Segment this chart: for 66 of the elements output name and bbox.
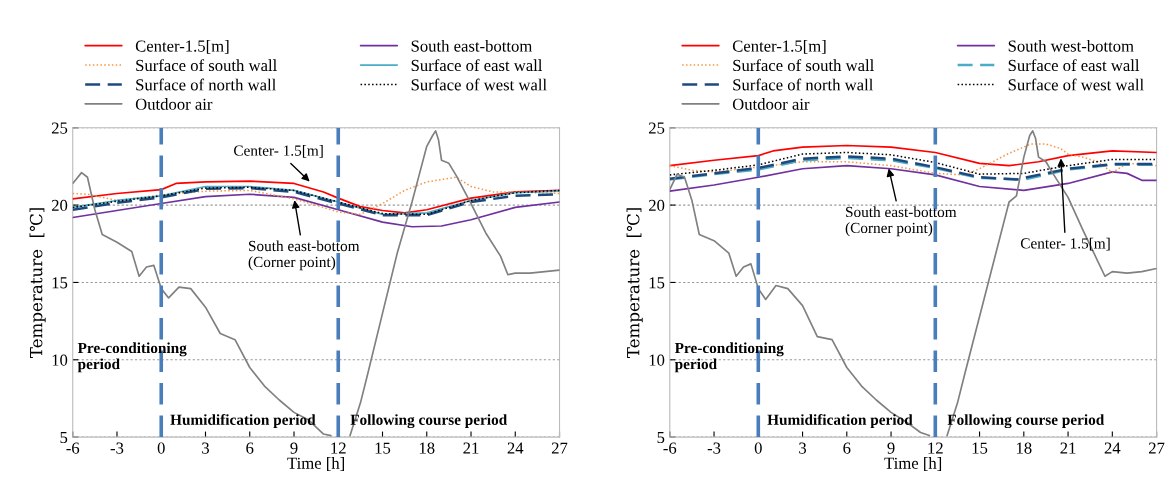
- line-series: [669, 143, 1157, 176]
- x-tick-label: 18: [1016, 442, 1032, 454]
- y-tick-label: 15: [649, 277, 665, 289]
- legend-label: Surface of south wall: [733, 59, 874, 72]
- annotation: Pre-conditioning period: [674, 342, 784, 373]
- legend-label: Surface of west wall: [1008, 78, 1144, 91]
- x-tick-label: 24: [507, 442, 524, 454]
- x-tick-label: 0: [157, 442, 165, 454]
- line-series: [669, 164, 1157, 193]
- legend-label: Surface of west wall: [411, 78, 547, 91]
- x-tick-label: 27: [551, 442, 568, 454]
- y-tick-label: 10: [649, 354, 665, 366]
- line-series: [669, 144, 1157, 167]
- x-tick-label: 0: [754, 442, 762, 454]
- x-tick-label: -3: [110, 442, 124, 454]
- x-tick-label: 15: [972, 442, 988, 454]
- x-tick-label: 3: [202, 442, 209, 454]
- y-axis-title: Temperature [℃]: [29, 208, 46, 358]
- y-tick-label: 25: [51, 122, 68, 134]
- annotation: South east-bottom (Corner point): [248, 240, 360, 271]
- x-tick-label: 24: [1104, 442, 1121, 454]
- y-tick-label: 20: [648, 199, 665, 212]
- x-tick-label: 27: [1148, 442, 1165, 454]
- legend-label: Surface of east wall: [1008, 59, 1140, 72]
- legend-label: Center-1.5[m]: [135, 39, 229, 54]
- x-axis-title: Time [h]: [287, 457, 344, 471]
- x-axis-title: Time [h]: [884, 457, 942, 471]
- annotation: Following course period: [350, 414, 508, 429]
- y-tick-label: 20: [51, 199, 68, 212]
- legend-label: Outdoor air: [135, 98, 213, 110]
- y-tick-label: 10: [52, 354, 68, 366]
- annotation: Humidification period: [170, 413, 316, 428]
- y-tick-label: 5: [60, 431, 68, 444]
- annotation: Center- 1.5[m]: [234, 144, 323, 158]
- legend-label: Center-1.5[m]: [732, 39, 826, 54]
- x-tick-label: 9: [887, 442, 895, 454]
- x-tick-label: 15: [375, 442, 391, 454]
- legend-label: Outdoor air: [732, 98, 810, 110]
- x-tick-label: -6: [66, 442, 80, 454]
- annotation: Humidification period: [767, 413, 913, 428]
- y-tick-label: 25: [648, 122, 665, 134]
- x-tick-label: 18: [419, 442, 435, 454]
- x-tick-label: 6: [843, 442, 851, 454]
- y-axis-title: Temperature [℃]: [626, 208, 643, 358]
- legend-label: Surface of north wall: [733, 78, 874, 91]
- annotation: Following course period: [947, 414, 1105, 429]
- x-tick-label: 3: [799, 442, 807, 454]
- annotation: Center- 1.5[m]: [1020, 237, 1110, 251]
- x-tick-label: -6: [663, 442, 677, 454]
- legend-label: Surface of east wall: [411, 59, 543, 72]
- legend-label: South west-bottom: [1008, 39, 1134, 52]
- x-tick-label: 21: [463, 442, 479, 454]
- x-tick-label: 9: [290, 442, 298, 454]
- annotation: Pre-conditioning period: [77, 342, 187, 373]
- x-tick-label: -3: [707, 442, 721, 454]
- x-tick-label: 21: [1060, 442, 1076, 454]
- legend-label: South east-bottom: [411, 39, 533, 52]
- legend-label: Surface of north wall: [136, 78, 276, 91]
- x-tick-label: 12: [928, 442, 943, 454]
- x-tick-label: 12: [331, 442, 346, 454]
- annotation: South east-bottom (Corner point): [845, 206, 957, 237]
- x-tick-label: 6: [246, 442, 254, 454]
- y-tick-label: 5: [657, 431, 665, 444]
- legend-label: Surface of south wall: [136, 59, 277, 72]
- line-series: [72, 193, 560, 228]
- y-tick-label: 15: [52, 277, 68, 289]
